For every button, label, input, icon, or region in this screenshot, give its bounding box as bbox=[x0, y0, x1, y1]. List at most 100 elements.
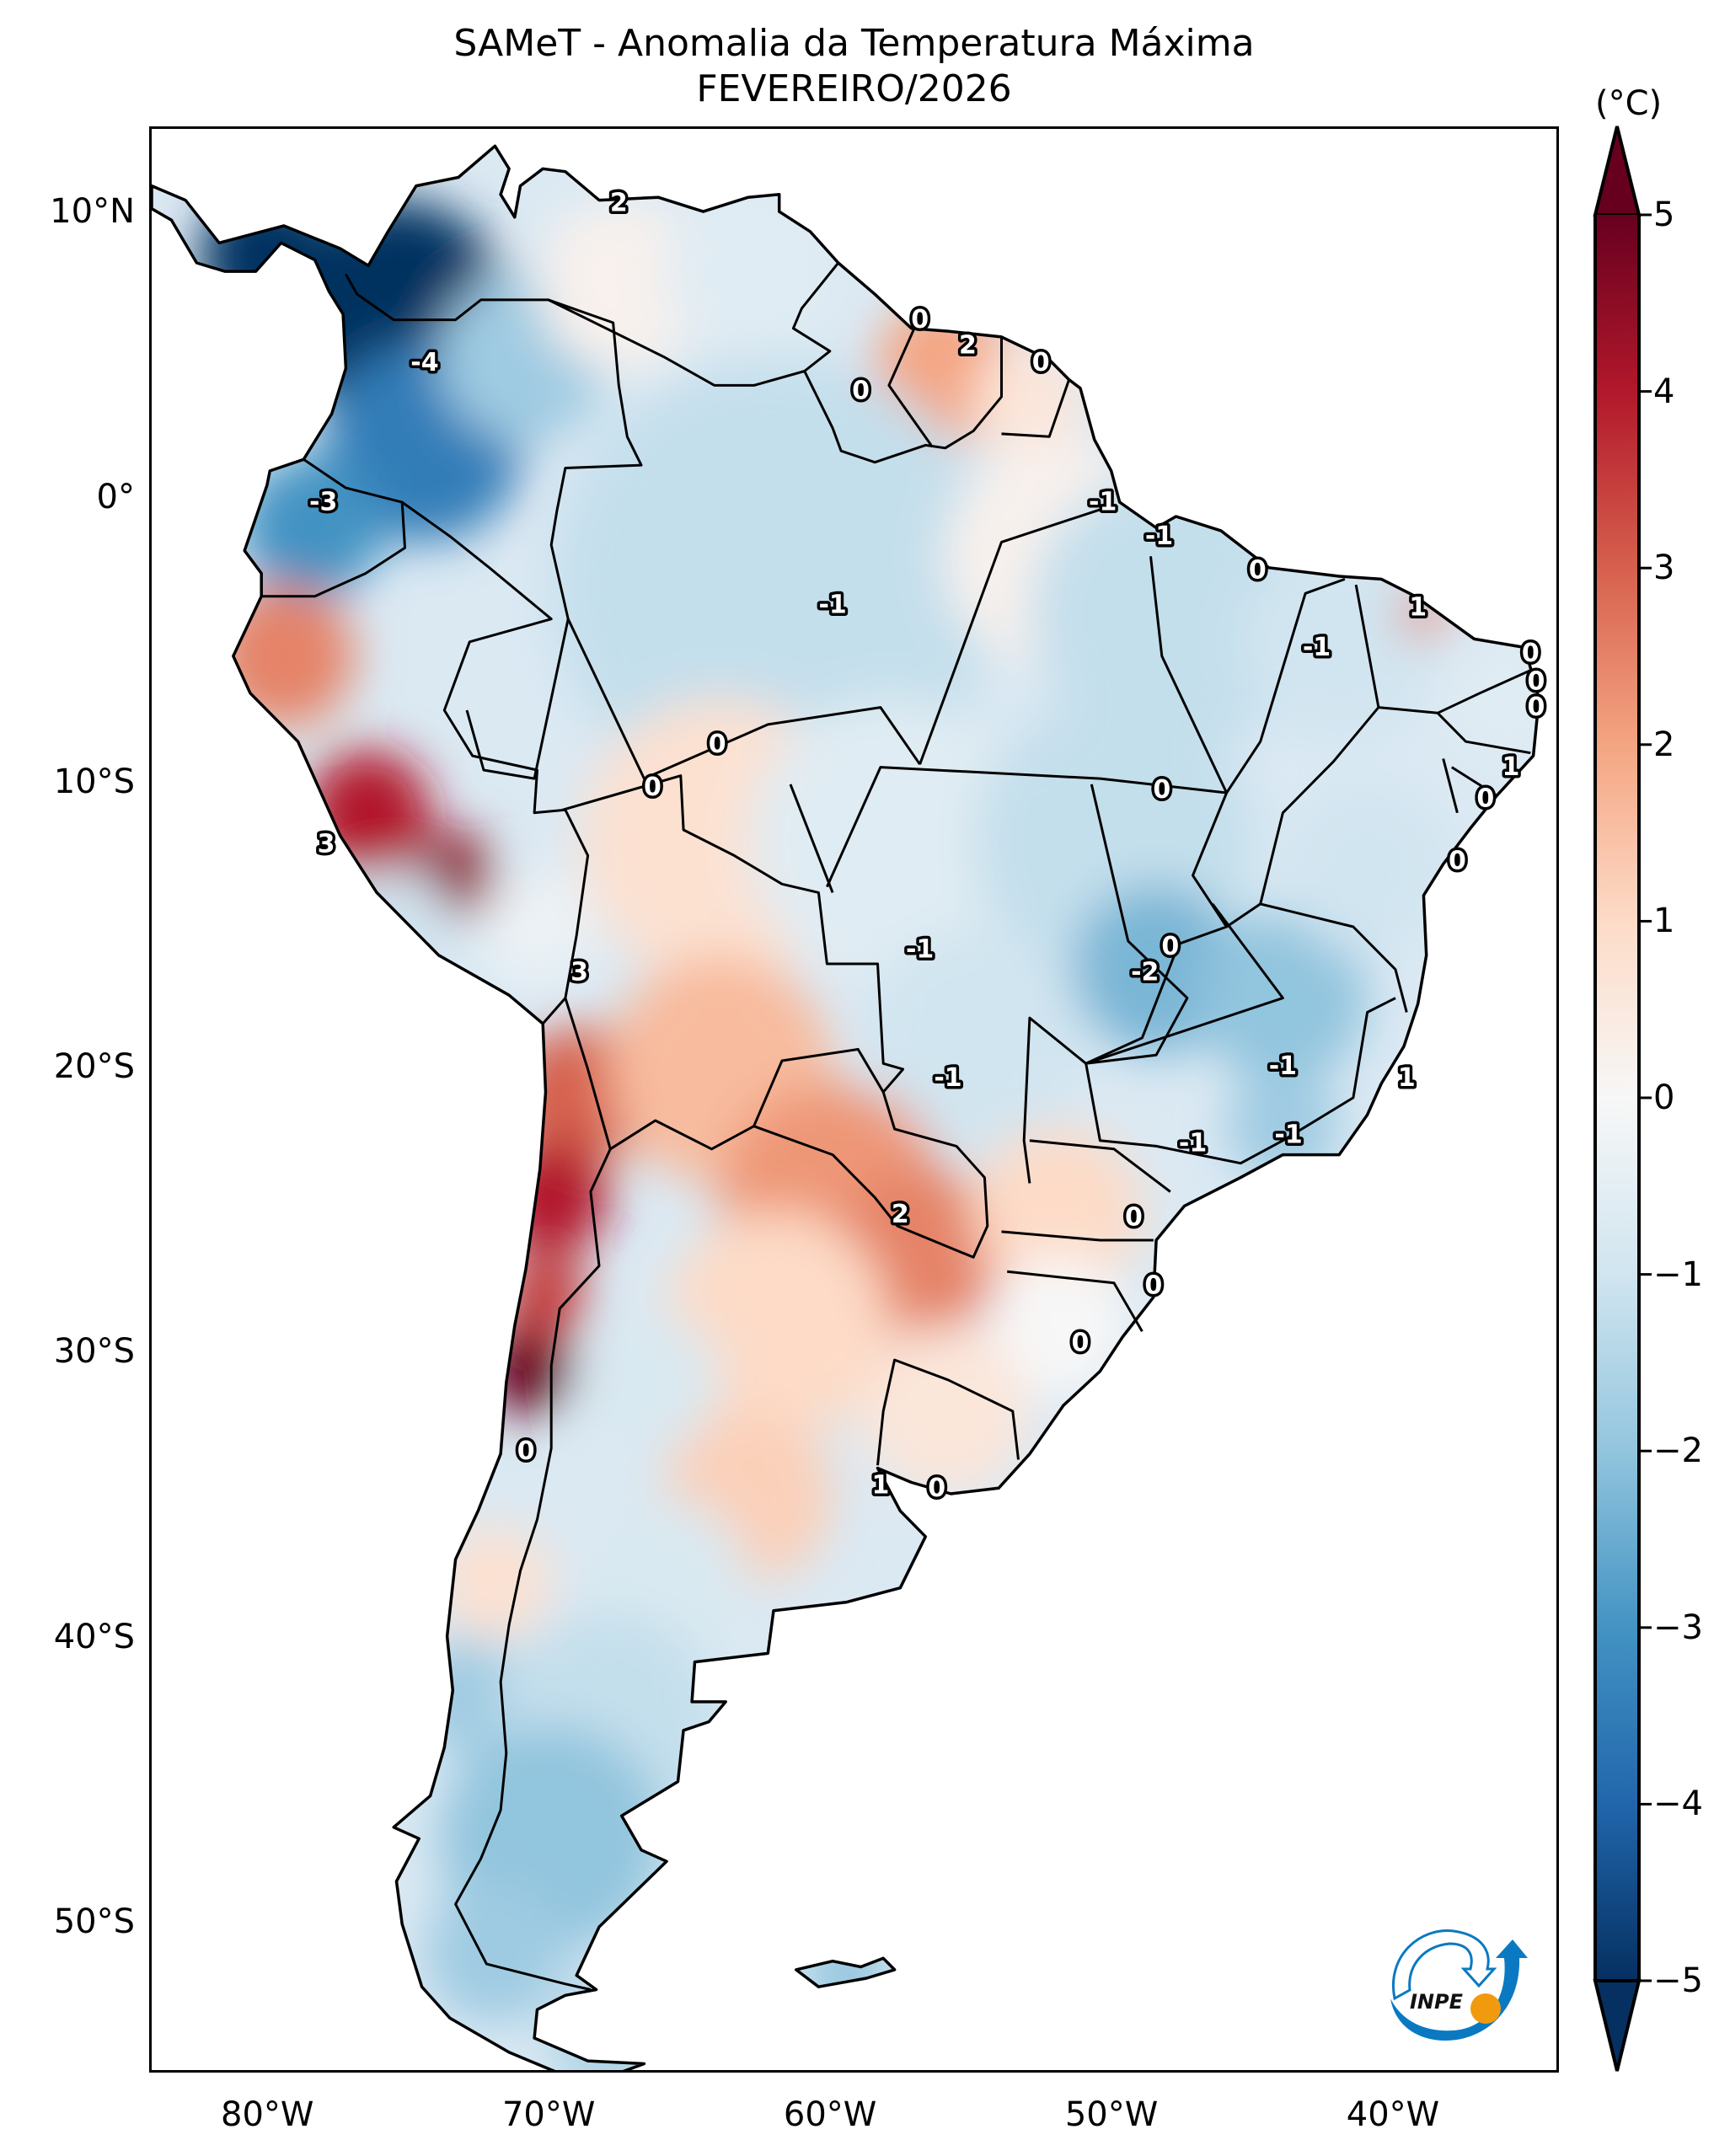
border-line bbox=[887, 328, 933, 447]
contour-label: 0 bbox=[928, 1474, 945, 1503]
contour-label: 0 bbox=[644, 773, 661, 802]
contour-label: -4 bbox=[410, 348, 438, 377]
border-line bbox=[1450, 766, 1498, 797]
contour-label: 0 bbox=[1528, 667, 1545, 697]
colorbar-tick-label: 3 bbox=[1653, 548, 1675, 588]
y-tick-label: 10°S bbox=[53, 762, 135, 801]
contour-label: -1 bbox=[934, 1063, 961, 1093]
contour-label: 0 bbox=[1528, 693, 1545, 722]
country-borders bbox=[261, 262, 1531, 1991]
border-line bbox=[1225, 577, 1346, 794]
contour-label: 2 bbox=[959, 331, 977, 361]
y-tick-label: 50°S bbox=[53, 1902, 135, 1941]
anomaly-blob bbox=[438, 1525, 552, 1640]
anomaly-blob bbox=[860, 1325, 1030, 1497]
border-line bbox=[919, 503, 1115, 765]
border-line bbox=[1001, 379, 1071, 438]
contour-label: 2 bbox=[892, 1200, 909, 1229]
colorbar-max-extension bbox=[1593, 126, 1642, 217]
colorbar-tick-label: 4 bbox=[1653, 372, 1675, 411]
y-tick-label: 40°S bbox=[53, 1617, 135, 1656]
contour-label: 0 bbox=[1249, 556, 1267, 586]
logo-text: INPE bbox=[1410, 1990, 1464, 2014]
anomaly-blob bbox=[973, 342, 1086, 457]
border-line bbox=[1378, 669, 1531, 714]
contour-label: -1 bbox=[1269, 1051, 1297, 1081]
border-line bbox=[454, 1148, 612, 1991]
contour-label: -3 bbox=[309, 488, 337, 517]
coastline bbox=[152, 144, 1541, 2070]
contour-label: -1 bbox=[1274, 1120, 1302, 1149]
anomaly-blob bbox=[537, 200, 706, 372]
anomaly-blob bbox=[480, 869, 594, 984]
colorbar-tick-label: −2 bbox=[1653, 1431, 1703, 1471]
border-line bbox=[566, 618, 921, 780]
border-line bbox=[1029, 1139, 1171, 1193]
border-line bbox=[1437, 712, 1531, 755]
border-line bbox=[465, 618, 570, 780]
border-line bbox=[562, 774, 905, 1151]
contour-label: 3 bbox=[570, 958, 588, 987]
border-line bbox=[1085, 903, 1396, 1165]
contour-label: -1 bbox=[1179, 1129, 1207, 1158]
border-line bbox=[261, 458, 406, 598]
x-tick-label: 50°W bbox=[1064, 2095, 1159, 2134]
anomaly-blob bbox=[1240, 542, 1438, 742]
contour-label: 1 bbox=[871, 1470, 889, 1500]
inpe-logo: INPE bbox=[1390, 1929, 1528, 2041]
contour-label: -1 bbox=[1145, 522, 1173, 551]
border-line bbox=[803, 336, 1003, 464]
colorbar-unit-label: (°C) bbox=[1595, 84, 1663, 123]
x-tick-label: 60°W bbox=[783, 2095, 877, 2134]
y-tick-label: 30°S bbox=[53, 1332, 135, 1372]
x-tick-label: 70°W bbox=[501, 2095, 596, 2134]
anomaly-blob bbox=[424, 1881, 565, 2025]
contour-label: -1 bbox=[818, 590, 846, 619]
border-line bbox=[1260, 902, 1408, 1013]
contour-label: 1 bbox=[1409, 593, 1427, 623]
contour-label: 0 bbox=[852, 377, 870, 406]
contour-label: 0 bbox=[517, 1436, 535, 1466]
anomaly-blob bbox=[663, 185, 833, 357]
contour-label: -2 bbox=[1131, 958, 1159, 987]
anomaly-blob bbox=[551, 356, 1002, 813]
contour-label: 0 bbox=[1153, 775, 1170, 805]
contour-label: 0 bbox=[1144, 1271, 1162, 1301]
chart-title: SAMeT - Anomalia da Temperatura Máxima bbox=[453, 22, 1255, 65]
y-tick-label: 10°N bbox=[50, 192, 135, 232]
anomaly-blob bbox=[804, 1929, 889, 2015]
colorbar-tick-label: 5 bbox=[1653, 195, 1675, 234]
border-line bbox=[789, 784, 834, 893]
contour-label: 3 bbox=[318, 829, 335, 859]
anomaly-blob bbox=[579, 1311, 720, 1454]
anomaly-blob bbox=[973, 1126, 1143, 1297]
contour-label: 1 bbox=[1398, 1063, 1416, 1093]
contour-label: 0 bbox=[1072, 1328, 1090, 1357]
colorbar bbox=[1593, 126, 1652, 2072]
chart-subtitle: FEVEREIRO/2026 bbox=[696, 67, 1012, 110]
contour-label: -1 bbox=[1303, 633, 1331, 662]
border-line bbox=[1022, 784, 1189, 1184]
colorbar-tick-label: 2 bbox=[1653, 725, 1675, 764]
contour-label: 0 bbox=[1125, 1202, 1143, 1232]
colorbar-min-extension bbox=[1593, 1979, 1642, 2072]
contour-label: 0 bbox=[1522, 639, 1540, 668]
border-line bbox=[753, 1091, 989, 1259]
border-line bbox=[1149, 556, 1228, 794]
anomaly-blob bbox=[987, 1254, 1128, 1397]
contour-label: -1 bbox=[1089, 488, 1117, 517]
border-line bbox=[401, 500, 590, 1025]
logo-sun-icon bbox=[1470, 1993, 1501, 2024]
colorbar-tick-label: −4 bbox=[1653, 1784, 1703, 1824]
colorbar-gradient bbox=[1595, 215, 1639, 1981]
border-line bbox=[1001, 1230, 1154, 1242]
x-tick-label: 80°W bbox=[221, 2095, 314, 2134]
contour-label: 0 bbox=[1032, 348, 1050, 377]
border-line bbox=[1007, 1270, 1144, 1333]
x-tick-label: 40°W bbox=[1346, 2095, 1440, 2134]
colorbar-tick-label: 1 bbox=[1653, 901, 1675, 941]
border-line bbox=[876, 1358, 1020, 1466]
y-tick-label: 0° bbox=[96, 477, 135, 516]
anomaly-blob bbox=[503, 1254, 588, 1340]
